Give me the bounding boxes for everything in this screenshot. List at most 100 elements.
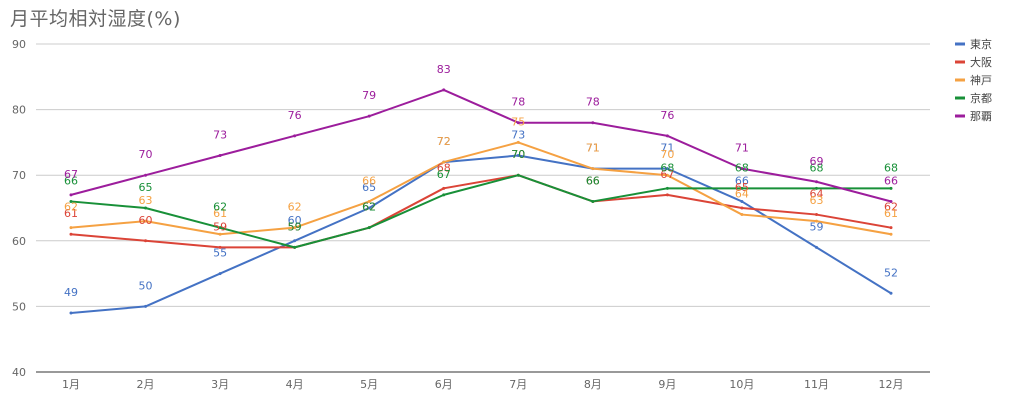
data-label: 59 <box>288 220 302 233</box>
data-label: 61 <box>213 207 227 220</box>
data-label: 70 <box>660 148 674 161</box>
data-label: 66 <box>735 174 749 187</box>
data-label: 79 <box>362 89 376 102</box>
data-point <box>516 154 520 158</box>
data-label: 71 <box>586 142 600 155</box>
data-point <box>814 213 818 217</box>
data-label: 66 <box>64 174 78 187</box>
data-point <box>740 199 744 203</box>
data-point <box>516 140 520 144</box>
legend-entry: 大阪 <box>970 55 992 69</box>
data-label: 73 <box>511 129 525 142</box>
data-point <box>218 232 222 236</box>
data-point <box>69 193 73 197</box>
data-label: 78 <box>511 96 525 109</box>
data-point <box>293 134 297 138</box>
data-point <box>740 167 744 171</box>
data-point <box>889 186 893 190</box>
x-tick-label: 5月 <box>360 378 378 391</box>
data-label: 60 <box>288 214 302 227</box>
data-label: 66 <box>586 174 600 187</box>
data-label: 59 <box>288 220 302 233</box>
y-tick-label: 60 <box>12 235 26 248</box>
data-label: 50 <box>139 279 153 292</box>
x-tick-label: 2月 <box>137 378 155 391</box>
x-tick-label: 4月 <box>286 378 304 391</box>
data-point <box>889 226 893 230</box>
data-point <box>69 232 73 236</box>
data-point <box>889 291 893 295</box>
data-point <box>442 160 446 164</box>
data-label: 68 <box>437 161 451 174</box>
series-line-1 <box>70 154 892 314</box>
data-point <box>218 226 222 230</box>
data-point <box>69 199 73 203</box>
x-tick-label: 11月 <box>804 378 829 391</box>
x-tick-label: 12月 <box>879 378 904 391</box>
data-point <box>889 232 893 236</box>
data-point <box>740 206 744 210</box>
data-point <box>665 193 669 197</box>
data-label: 71 <box>735 142 749 155</box>
data-point <box>740 186 744 190</box>
data-point <box>144 173 148 177</box>
data-label: 65 <box>139 181 153 194</box>
data-label: 67 <box>660 168 674 181</box>
data-label: 65 <box>362 181 376 194</box>
data-label: 71 <box>660 142 674 155</box>
data-label: 62 <box>362 201 376 214</box>
x-axis-ticks: 1月 2月 3月 4月 5月 6月 7月 8月 9月 10月 11月 12月 <box>62 378 904 391</box>
data-label: 67 <box>437 168 451 181</box>
data-point <box>889 199 893 203</box>
x-tick-label: 10月 <box>729 378 754 391</box>
series-line-3 <box>70 141 892 236</box>
data-label: 61 <box>64 207 78 220</box>
data-point <box>814 219 818 223</box>
data-label: 76 <box>288 109 302 122</box>
data-label: 68 <box>660 161 674 174</box>
series-layer <box>69 88 893 315</box>
data-point <box>367 114 371 118</box>
data-label: 68 <box>884 161 898 174</box>
data-point <box>665 167 669 171</box>
data-point <box>442 88 446 92</box>
data-label: 63 <box>139 194 153 207</box>
data-label: 64 <box>735 188 749 201</box>
x-tick-label: 9月 <box>658 378 676 391</box>
series-line-4 <box>70 174 891 249</box>
data-label: 78 <box>586 96 600 109</box>
x-tick-label: 7月 <box>509 378 527 391</box>
data-label: 76 <box>660 109 674 122</box>
data-label: 59 <box>213 220 227 233</box>
data-point <box>144 219 148 223</box>
data-point <box>367 226 371 230</box>
series-line-2 <box>70 174 892 249</box>
data-point <box>218 154 222 158</box>
data-label: 55 <box>213 247 227 260</box>
y-axis-ticks: 40 50 60 70 80 90 <box>12 38 26 379</box>
data-point <box>69 226 73 230</box>
y-tick-label: 70 <box>12 169 26 182</box>
data-label: 83 <box>437 63 451 76</box>
data-label: 62 <box>213 201 227 214</box>
data-label: 62 <box>884 201 898 214</box>
data-label: 73 <box>213 129 227 142</box>
data-point <box>442 186 446 190</box>
x-tick-label: 3月 <box>211 378 229 391</box>
data-label: 62 <box>362 201 376 214</box>
data-point <box>814 180 818 184</box>
y-tick-label: 90 <box>12 38 26 51</box>
data-label: 70 <box>511 148 525 161</box>
data-point <box>218 272 222 276</box>
data-point <box>591 199 595 203</box>
y-tick-label: 50 <box>12 300 26 313</box>
data-label: 64 <box>809 188 823 201</box>
data-label: 59 <box>809 220 823 233</box>
data-label: 60 <box>139 214 153 227</box>
data-point <box>144 206 148 210</box>
data-point <box>218 245 222 249</box>
data-point <box>442 193 446 197</box>
data-label: 72 <box>437 135 451 148</box>
